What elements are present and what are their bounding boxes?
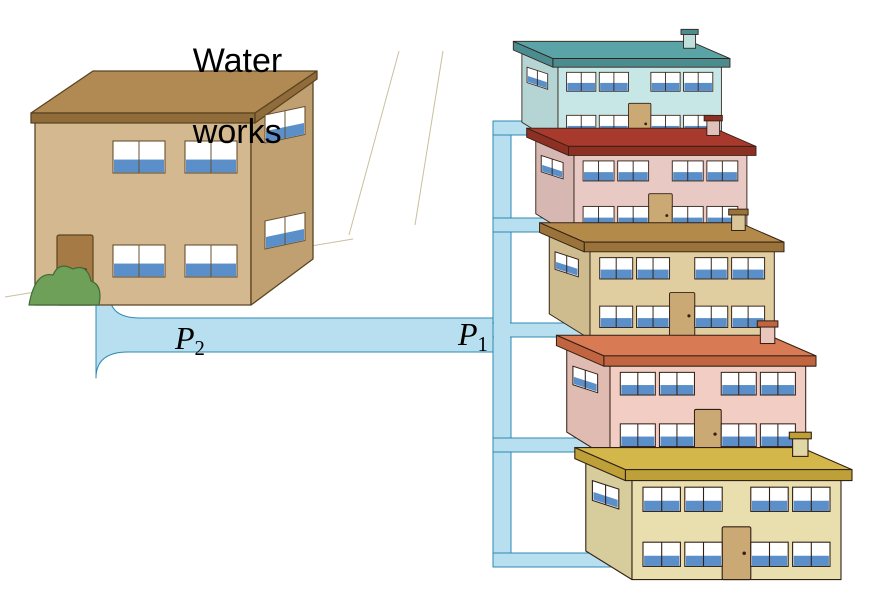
label-p2: P2 (175, 320, 205, 361)
title-line2: works (193, 113, 282, 151)
house (540, 209, 784, 339)
label-p2-sym: P (175, 320, 195, 356)
house (513, 29, 730, 144)
label-p1-sub: 1 (478, 333, 488, 356)
label-p1-sym: P (458, 316, 478, 352)
diagram-svg (0, 0, 875, 615)
diagram-stage: Water works P2 P1 (0, 0, 875, 615)
house (556, 321, 816, 459)
title: Water works (155, 8, 282, 186)
title-line1: Water (193, 42, 282, 80)
house (527, 115, 756, 237)
label-p1: P1 (458, 316, 488, 357)
house (575, 432, 852, 579)
label-p2-sub: 2 (195, 337, 205, 360)
